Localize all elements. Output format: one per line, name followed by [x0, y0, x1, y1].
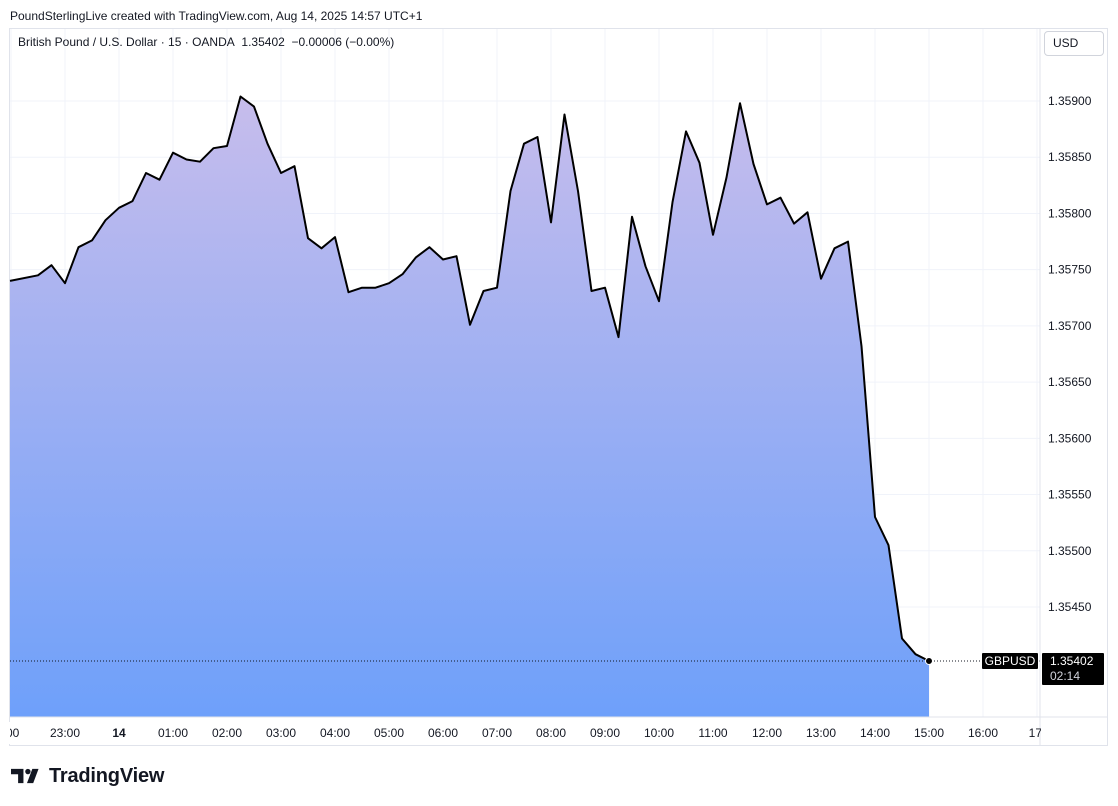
- price-line: [9, 95, 930, 662]
- price-axis-label: 1.35900: [1048, 94, 1092, 108]
- time-axis-label: 16:00: [968, 726, 998, 740]
- price-axis-label: 1.35850: [1048, 150, 1092, 164]
- time-axis-label: 07:00: [482, 726, 512, 740]
- legend-symbol: British Pound / U.S. Dollar · 15 · OANDA: [18, 35, 235, 49]
- price-tag-bg: [1042, 652, 1104, 685]
- time-axis-label: 03:00: [266, 726, 296, 740]
- symbol-tag-label: GBPUSD: [985, 654, 1036, 668]
- last-price-dot: [925, 656, 933, 665]
- time-axis-label: 13:00: [806, 726, 836, 740]
- tradingview-logo-text: TradingView: [49, 764, 165, 787]
- chart-attribution: PoundSterlingLive created with TradingVi…: [10, 9, 423, 23]
- chart-legend: British Pound / U.S. Dollar · 15 · OANDA…: [18, 35, 394, 49]
- price-axis-label: 1.35550: [1048, 488, 1092, 502]
- price-axis-label: 1.35800: [1048, 206, 1092, 220]
- time-axis-label: 14:00: [860, 726, 890, 740]
- price-axis-label: 1.35750: [1048, 263, 1092, 277]
- time-axis-label: 15:00: [914, 726, 944, 740]
- time-axis-label: 01:00: [158, 726, 188, 740]
- time-axis-label: 02:00: [212, 726, 242, 740]
- time-axis-mask-left: [0, 722, 10, 744]
- time-axis-label: 14: [112, 726, 126, 740]
- time-axis-label: 06:00: [428, 726, 458, 740]
- chart-frame: [9, 28, 1108, 746]
- symbol-tag-bg: [982, 652, 1038, 669]
- time-axis-label: 12:00: [752, 726, 782, 740]
- time-axis-label: 04:00: [320, 726, 350, 740]
- time-axis-label: 10:00: [644, 726, 674, 740]
- price-axis-label: 1.35450: [1048, 600, 1092, 614]
- time-axis-label: 09:00: [590, 726, 620, 740]
- time-axis-label: 08:00: [536, 726, 566, 740]
- time-axis-label: 05:00: [374, 726, 404, 740]
- price-tag-value: 1.35402: [1050, 654, 1094, 668]
- price-tag-countdown: 02:14: [1050, 669, 1080, 683]
- legend-change: −0.00006 (−0.00%): [291, 35, 395, 49]
- legend-last-price: 1.35402: [241, 35, 285, 49]
- price-axis-label: 1.35500: [1048, 544, 1092, 558]
- price-axis-label: 1.35600: [1048, 431, 1092, 445]
- currency-button[interactable]: USD: [1044, 31, 1104, 56]
- time-axis-mask-right: [1041, 719, 1107, 745]
- price-axis-label: 1.35700: [1048, 319, 1092, 333]
- tradingview-logo[interactable]: TradingView: [11, 765, 164, 787]
- price-axis-label: 1.35650: [1048, 375, 1092, 389]
- time-axis-label: 23:00: [50, 726, 80, 740]
- tradingview-logo-icon: [11, 768, 39, 784]
- price-area-fill: [10, 96, 929, 717]
- time-axis-label: 11:00: [698, 726, 727, 740]
